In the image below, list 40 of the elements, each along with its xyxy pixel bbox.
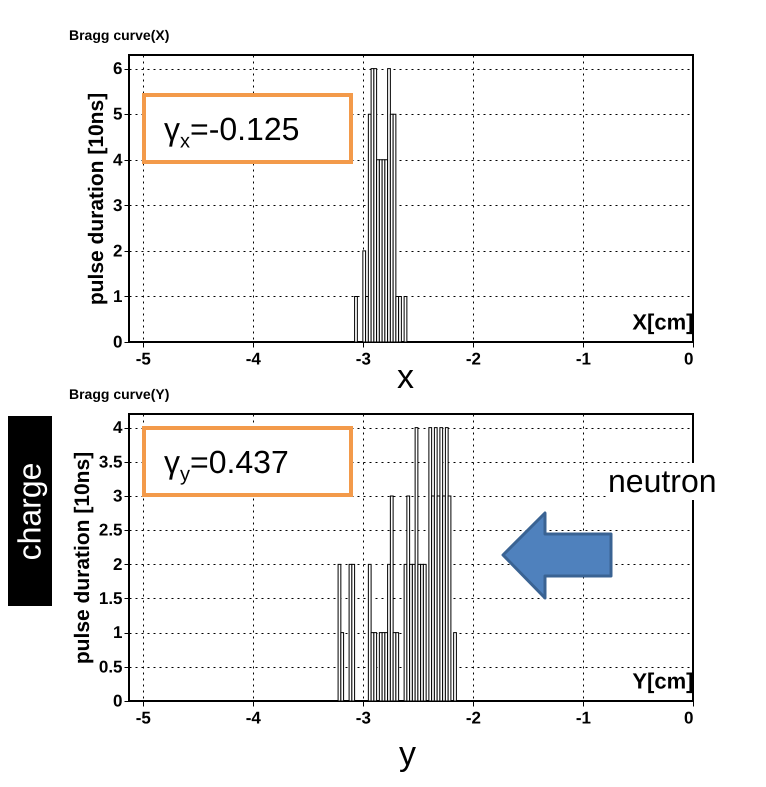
text: charge	[12, 462, 48, 560]
x-tick-label: 0	[684, 350, 694, 368]
x-tick-label: -5	[136, 350, 151, 368]
x-tick-label: -1	[576, 350, 592, 368]
y-tick-label: 6	[113, 59, 122, 78]
y-tick-label: 3.5	[98, 452, 122, 472]
y-tick-label: 0	[113, 692, 122, 710]
y-tick-label: 2	[113, 241, 122, 260]
x-tick-label: -4	[246, 708, 262, 728]
y-tick-label: 2.5	[98, 520, 122, 540]
x-axis-title: X[cm]	[632, 310, 694, 334]
y-axis-title: pulse duration [10ns]	[70, 452, 94, 664]
y-tick-label: 0	[113, 332, 122, 352]
x-tick-label: -5	[136, 708, 151, 728]
y-axis-title: pulse duration [10ns]	[85, 92, 108, 306]
x-tick-label: -1	[576, 708, 592, 728]
annotation: γ$_{x}$=-0.125	[142, 93, 353, 164]
y-tick-label: 2	[113, 554, 122, 574]
y-tick-label: 3	[113, 486, 122, 506]
text: y	[399, 735, 416, 774]
x-tick-label: -2	[466, 350, 481, 368]
y-tick-label: 3	[113, 196, 122, 215]
x-tick-label: -2	[466, 708, 481, 728]
x-tick-label: 0	[684, 708, 694, 728]
y-tick-label: 1	[113, 623, 122, 642]
x-tick-label: -3	[356, 708, 371, 728]
x-tick-label: -4	[246, 350, 262, 368]
x-tick-label: -3	[356, 350, 371, 368]
y-tick-label: 0.5	[98, 657, 122, 676]
x-axis-title: Y[cm]	[632, 668, 694, 694]
y-tick-label: 5	[113, 104, 122, 124]
annotation: neutron	[608, 463, 717, 500]
annotation: γ$_{y}$=0.437	[142, 426, 353, 497]
y-tick-label: 4	[113, 418, 124, 438]
y-tick-label: 1	[113, 286, 122, 306]
y-tick-label: 1.5	[98, 589, 122, 608]
chart-title: Bragg curve(Y)	[69, 386, 170, 402]
y-tick-label: 4	[113, 150, 124, 170]
chart-title: Bragg curve(X)	[69, 27, 170, 43]
text: x	[397, 358, 414, 397]
